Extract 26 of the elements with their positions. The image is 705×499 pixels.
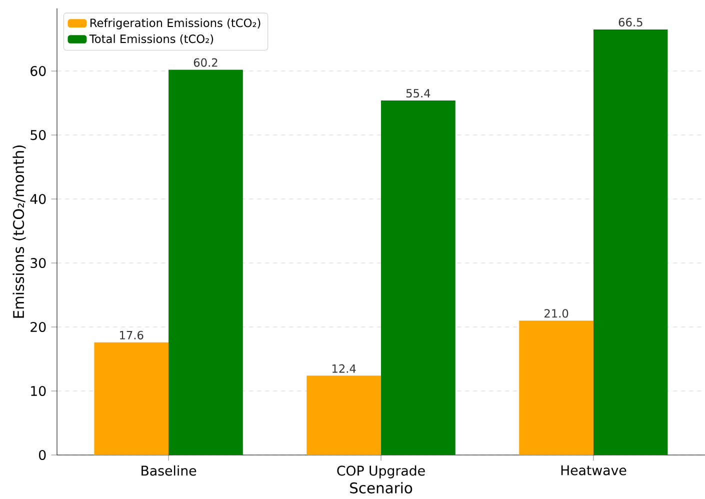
- data-label: 66.5: [618, 18, 642, 27]
- data-label: 17.6: [120, 330, 144, 340]
- x-tick-label: Heatwave: [561, 465, 626, 476]
- y-tick-label: 0: [38, 450, 46, 460]
- bar: [306, 376, 382, 455]
- y-axis-title: Emissions (tCO₂/month): [12, 145, 26, 318]
- bar: [168, 70, 243, 455]
- data-label: 60.2: [194, 58, 218, 67]
- y-tick-label: 30: [30, 258, 46, 268]
- y-tick-label: 20: [30, 322, 46, 332]
- bar: [519, 320, 594, 455]
- x-tick-label: Baseline: [142, 465, 196, 476]
- bar: [593, 29, 668, 455]
- data-label: 21.0: [544, 309, 568, 318]
- legend-label: Total Emissions (tCO₂): [89, 34, 214, 44]
- legend-label: Refrigeration Emissions (tCO₂): [90, 18, 260, 30]
- x-axis-title: Scenario: [350, 482, 412, 494]
- y-tick-label: 60: [30, 66, 46, 76]
- bar: [94, 342, 169, 455]
- y-tick-label: 40: [30, 194, 46, 204]
- data-label: 55.4: [406, 89, 430, 98]
- bar: [381, 100, 456, 455]
- y-tick-label: 50: [30, 130, 46, 140]
- data-label: 12.4: [332, 364, 356, 373]
- y-tick-label: 10: [31, 386, 46, 396]
- x-tick-label: COP Upgrade: [337, 465, 425, 478]
